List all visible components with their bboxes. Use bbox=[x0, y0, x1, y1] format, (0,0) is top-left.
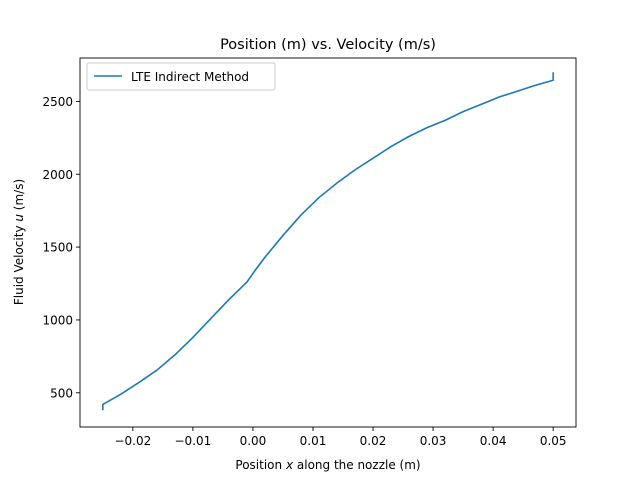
plot-area: −0.02 −0.01 0.00 0.01 0.02 0.03 0.04 0.05 500 10… bbox=[42, 57, 577, 448]
legend-label: LTE Indirect Method bbox=[131, 70, 249, 84]
series-layer bbox=[102, 72, 554, 411]
x-tick-label: 0.01 bbox=[300, 434, 327, 448]
legend-box bbox=[86, 62, 276, 91]
chart-title: Position (m) vs. Velocity (m/s) bbox=[220, 37, 436, 53]
x-tick-label: −0.01 bbox=[175, 434, 212, 448]
y-tick-label: 2500 bbox=[42, 95, 73, 109]
y-axis-label-variable: u bbox=[12, 214, 26, 222]
y-axis-label: Fluid Velocity u (m/s) bbox=[12, 179, 26, 305]
y-tick-label: 500 bbox=[50, 386, 73, 400]
series-line bbox=[102, 72, 554, 411]
x-axis-ticks: −0.02 −0.01 0.00 0.01 0.02 0.03 0.04 0.05 bbox=[114, 427, 567, 448]
x-axis-label-suffix: along the nozzle (m) bbox=[293, 458, 421, 472]
legend: LTE Indirect Method bbox=[86, 62, 276, 91]
x-tick-label: 0.02 bbox=[360, 434, 387, 448]
x-axis-label-variable: x bbox=[285, 458, 294, 472]
y-axis-label-suffix: (m/s) bbox=[12, 179, 26, 214]
x-tick-label: 0.03 bbox=[420, 434, 447, 448]
axes-frame bbox=[79, 57, 577, 428]
x-axis-label: Position x along the nozzle (m) bbox=[235, 458, 420, 472]
y-axis-label-prefix: Fluid Velocity bbox=[12, 222, 26, 306]
x-tick-label: 0.00 bbox=[240, 434, 267, 448]
y-tick-label: 1500 bbox=[42, 241, 73, 255]
y-tick-label: 2000 bbox=[42, 168, 73, 182]
x-tick-label: −0.02 bbox=[114, 434, 151, 448]
x-tick-label: 0.05 bbox=[540, 434, 567, 448]
x-axis-label-prefix: Position bbox=[235, 458, 286, 472]
y-tick-label: 1000 bbox=[42, 313, 73, 327]
x-tick-label: 0.04 bbox=[480, 434, 507, 448]
y-axis-ticks: 500 1000 1500 2000 2500 bbox=[42, 95, 80, 400]
